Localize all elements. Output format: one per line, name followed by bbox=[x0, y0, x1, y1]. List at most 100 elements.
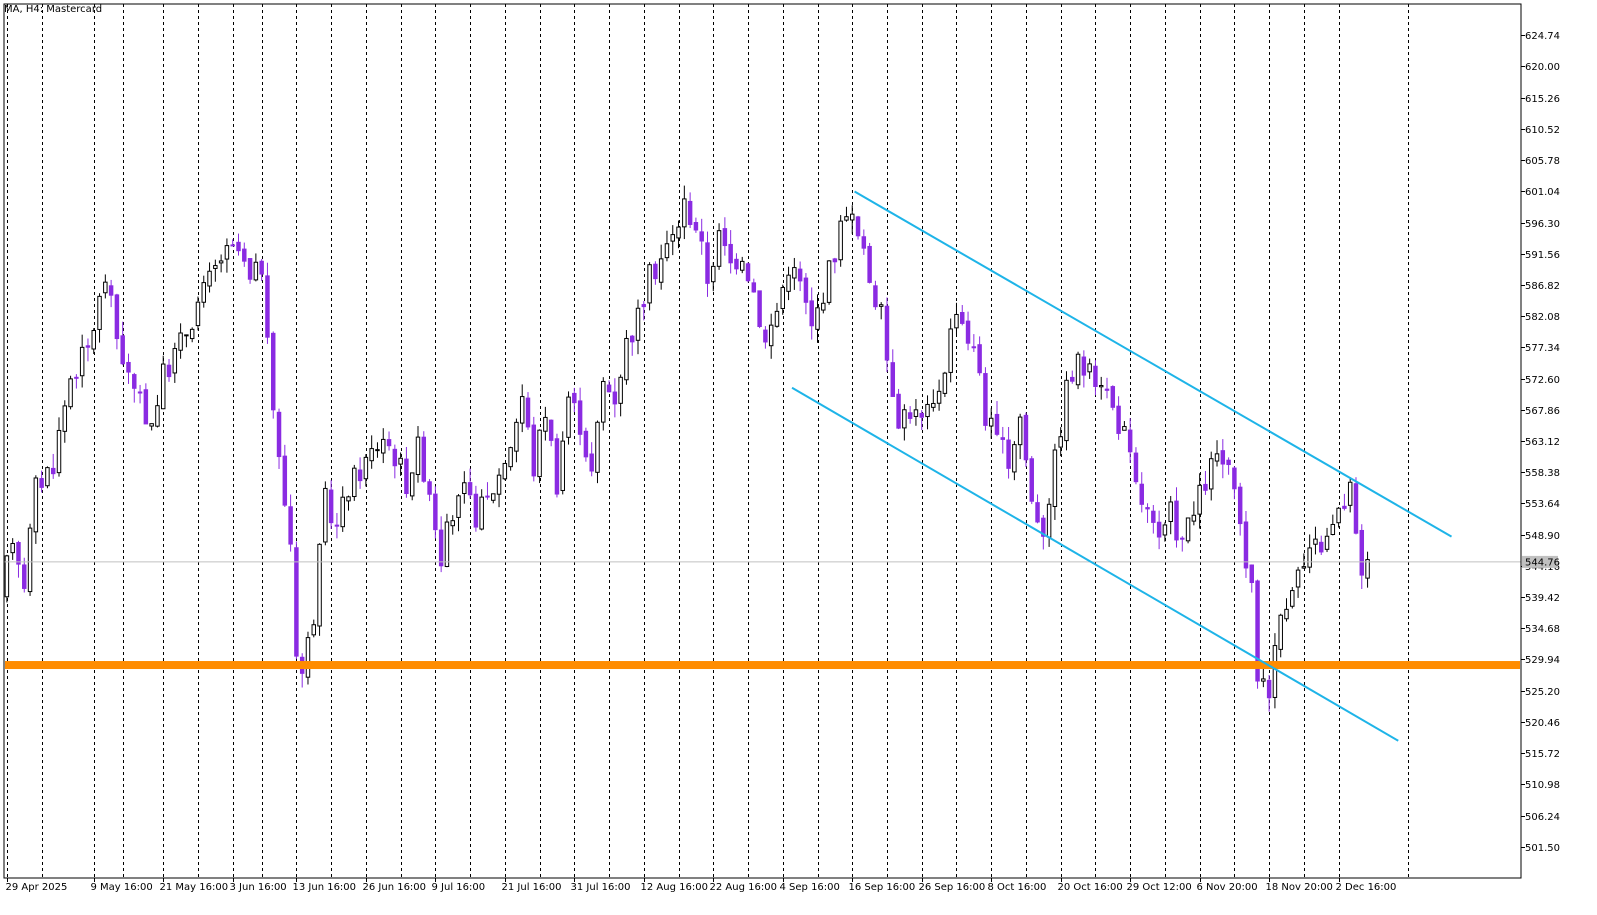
candle bbox=[838, 215, 843, 267]
candle-body bbox=[1237, 486, 1243, 525]
candle bbox=[519, 384, 525, 433]
y-tick-label: 548.90 bbox=[1525, 531, 1560, 542]
candle bbox=[682, 185, 687, 240]
y-tick-label: 567.86 bbox=[1525, 406, 1560, 417]
y-tick-label: 553.64 bbox=[1525, 499, 1560, 510]
candle-body bbox=[352, 467, 357, 498]
candle-body bbox=[334, 524, 340, 527]
candle bbox=[1023, 412, 1029, 467]
candle-body bbox=[178, 332, 183, 351]
candle-body bbox=[247, 258, 253, 280]
candle-body bbox=[1058, 436, 1063, 448]
candle bbox=[722, 217, 728, 256]
candle bbox=[74, 374, 79, 389]
grid-layer bbox=[7, 4, 1409, 878]
candle-body bbox=[33, 477, 39, 533]
candle-body bbox=[716, 230, 722, 267]
candle bbox=[566, 391, 571, 445]
candle-body bbox=[1070, 376, 1075, 382]
candle-body bbox=[328, 489, 334, 524]
candle-body bbox=[884, 305, 890, 361]
candle-body bbox=[670, 234, 675, 242]
candle-body bbox=[1249, 564, 1254, 584]
candle-body bbox=[375, 449, 380, 452]
candle bbox=[1284, 598, 1289, 622]
candle-body bbox=[745, 263, 751, 282]
candle bbox=[1249, 564, 1254, 593]
candle bbox=[1156, 510, 1162, 550]
candle-body bbox=[1255, 580, 1260, 682]
candle bbox=[716, 223, 722, 270]
candle-body bbox=[114, 294, 120, 340]
candle bbox=[705, 231, 710, 297]
candle bbox=[496, 468, 502, 508]
candle-body bbox=[757, 290, 762, 327]
candle-body bbox=[815, 307, 820, 330]
candle bbox=[948, 318, 953, 383]
candle-body bbox=[242, 248, 247, 262]
candle bbox=[763, 326, 768, 349]
candle-body bbox=[160, 363, 166, 410]
candle-body bbox=[1081, 356, 1087, 376]
candle bbox=[797, 261, 803, 292]
candle bbox=[404, 446, 409, 498]
y-tick-label: 601.04 bbox=[1525, 187, 1560, 198]
candle bbox=[1104, 377, 1110, 399]
candle-body bbox=[543, 416, 548, 432]
candle-body bbox=[878, 304, 884, 307]
candle bbox=[236, 233, 241, 256]
candle bbox=[4, 554, 10, 603]
candle bbox=[120, 321, 125, 366]
candle bbox=[22, 557, 27, 593]
candle bbox=[143, 383, 149, 425]
candle-body bbox=[294, 547, 299, 657]
candle bbox=[491, 493, 496, 504]
candle-body bbox=[288, 506, 293, 545]
candle bbox=[1052, 443, 1058, 520]
candle-body bbox=[276, 411, 282, 458]
candle bbox=[485, 482, 490, 500]
candle bbox=[33, 475, 39, 544]
candle bbox=[27, 523, 33, 596]
x-tick-label: 9 May 16:00 bbox=[91, 882, 153, 893]
candle bbox=[473, 485, 479, 532]
candle-body bbox=[896, 393, 901, 429]
candle-body bbox=[132, 374, 137, 389]
candle bbox=[658, 244, 664, 290]
candle bbox=[1301, 553, 1307, 569]
candle bbox=[1203, 470, 1208, 495]
candle-body bbox=[711, 265, 716, 283]
candle-body bbox=[1168, 501, 1173, 523]
candle-body bbox=[1266, 679, 1272, 699]
x-tick-label: 20 Oct 16:00 bbox=[1058, 882, 1123, 893]
channel-lower-line bbox=[791, 386, 1399, 742]
candle bbox=[305, 631, 311, 685]
candle-body bbox=[1307, 547, 1312, 568]
candle-body bbox=[971, 346, 977, 349]
candle-body bbox=[143, 389, 149, 425]
candle-body bbox=[641, 304, 647, 308]
candle bbox=[971, 334, 977, 352]
y-tick-label: 577.34 bbox=[1525, 343, 1560, 354]
candle bbox=[137, 384, 143, 404]
candle bbox=[1110, 385, 1116, 411]
candle-body bbox=[462, 482, 467, 495]
candle bbox=[508, 446, 513, 471]
candle-body bbox=[629, 335, 635, 343]
candle-body bbox=[207, 270, 212, 287]
candle-body bbox=[861, 236, 867, 249]
candle bbox=[369, 435, 374, 469]
candle-body bbox=[386, 439, 392, 447]
candle-body bbox=[838, 220, 843, 261]
candle-body bbox=[792, 267, 797, 279]
candle-body bbox=[323, 487, 328, 543]
candle-body bbox=[473, 493, 479, 528]
candle bbox=[925, 395, 930, 430]
y-tick-label: 591.56 bbox=[1525, 250, 1560, 261]
candle-body bbox=[1180, 537, 1185, 540]
candle-body bbox=[988, 417, 994, 427]
candle-body bbox=[502, 462, 508, 480]
candle bbox=[1214, 440, 1220, 467]
candle bbox=[693, 217, 699, 233]
